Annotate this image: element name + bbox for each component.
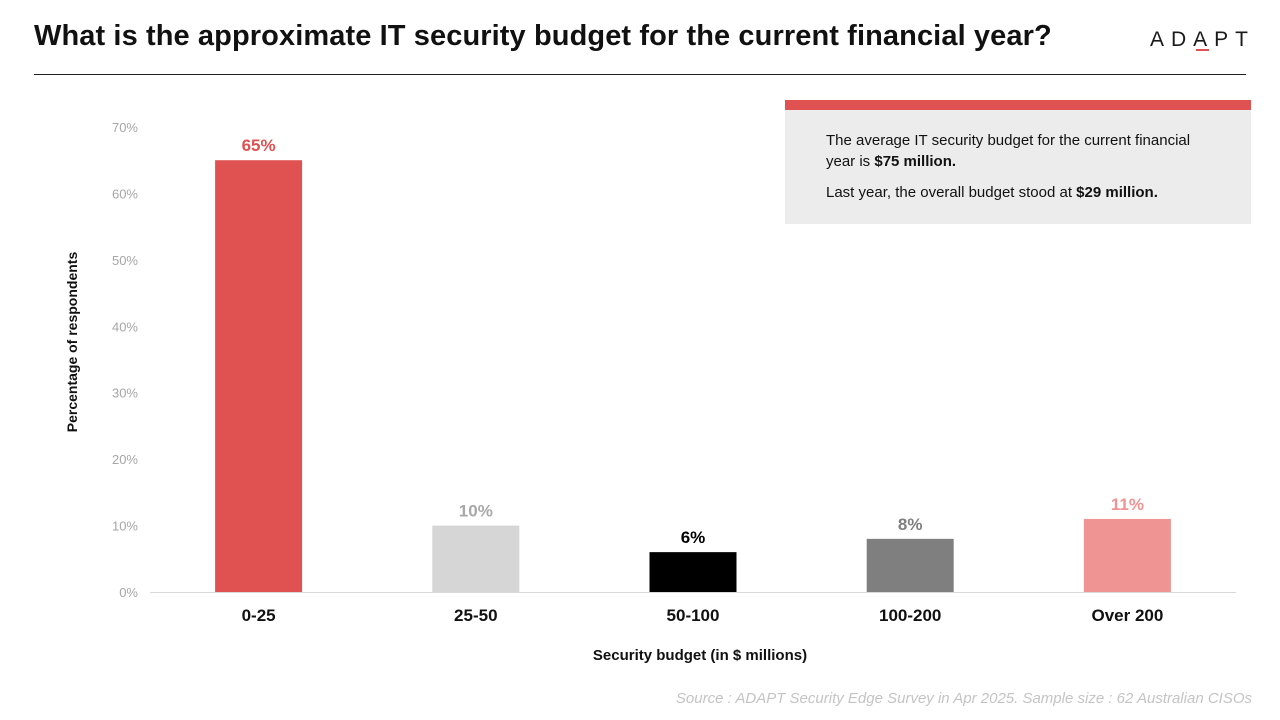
callout-line2-text: Last year, the overall budget stood at	[826, 184, 1077, 201]
data-label: 6%	[681, 528, 706, 547]
x-tick-label: 0-25	[242, 606, 276, 625]
y-tick-label: 10%	[112, 519, 138, 534]
x-tick-label: 50-100	[667, 606, 720, 625]
y-tick-label: 20%	[112, 452, 138, 467]
y-axis-title: Percentage of respondents	[64, 252, 80, 433]
callout-box: The average IT security budget for the c…	[785, 110, 1251, 224]
title-divider	[34, 74, 1246, 75]
adapt-logo: ADAPT	[1150, 28, 1250, 54]
callout-accent-bar	[785, 100, 1251, 110]
callout-line1-text: The average IT security budget for the c…	[826, 132, 1191, 170]
logo-text: ADAPT	[1150, 28, 1256, 51]
callout-line2-value: $29 million.	[1076, 184, 1158, 201]
y-tick-label: 0%	[119, 585, 138, 600]
y-tick-label: 30%	[112, 386, 138, 401]
y-tick-label: 60%	[112, 186, 138, 201]
y-tick-label: 70%	[112, 120, 138, 135]
x-tick-label: Over 200	[1091, 606, 1163, 625]
y-tick-label: 50%	[112, 253, 138, 268]
x-tick-label: 100-200	[879, 606, 941, 625]
callout-line1-value: $75 million.	[874, 153, 957, 170]
logo-accent-mark	[1196, 49, 1209, 51]
data-label: 10%	[459, 502, 493, 521]
bar	[432, 525, 520, 592]
data-label: 8%	[898, 515, 923, 534]
bar	[1083, 518, 1171, 592]
data-label: 65%	[242, 136, 276, 155]
x-axis-title: Security budget (in $ millions)	[593, 647, 807, 664]
bar	[215, 160, 303, 592]
x-tick-label: 25-50	[454, 606, 497, 625]
callout-current-budget: The average IT security budget for the c…	[826, 130, 1221, 172]
data-label: 11%	[1111, 495, 1144, 514]
callout-last-year: Last year, the overall budget stood at $…	[826, 182, 1221, 203]
bar	[649, 552, 737, 592]
y-tick-label: 40%	[112, 319, 138, 334]
bar	[866, 538, 954, 592]
source-note: Source : ADAPT Security Edge Survey in A…	[675, 690, 1252, 707]
page-title: What is the approximate IT security budg…	[34, 20, 1052, 52]
